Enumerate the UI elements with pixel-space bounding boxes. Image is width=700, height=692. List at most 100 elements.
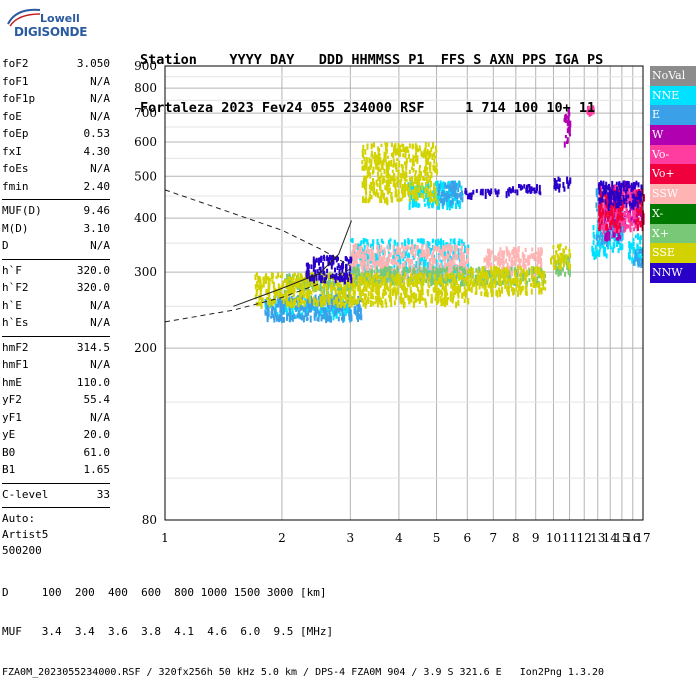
echo-point [630,185,632,192]
param-value: 110.0 [77,376,110,389]
station-header: Station YYYY DAY DDD HHMMSS P1 FFS S AXN… [140,20,603,132]
echo-point [409,182,411,187]
echo-point [360,295,362,298]
echo-point [387,170,389,176]
echo-point [414,280,416,287]
echo-point [417,239,419,243]
echo-point [343,314,345,320]
echo-point [618,182,620,186]
echo-point [467,270,469,274]
echo-point [490,267,492,273]
echo-point [616,244,618,247]
echo-point [637,234,639,240]
echo-point [621,183,623,189]
echo-point [550,258,552,265]
echo-point [313,287,315,292]
param-label: M(D) [2,222,29,235]
echo-point [459,200,461,205]
info-line: 500200 [2,544,110,560]
echo-point [461,273,463,279]
echo-point [616,204,618,209]
echo-point [293,314,295,320]
echo-point [497,271,499,276]
echo-point [405,147,407,153]
echo-point [287,279,289,284]
param-value: 320.0 [77,281,110,294]
echo-point [517,291,519,297]
echo-point [425,246,427,251]
echo-point [520,267,522,271]
echo-point [564,141,566,147]
y-tick-label: 500 [134,169,157,183]
echo-point [409,143,411,148]
echo-point [558,186,560,192]
separator [2,199,110,200]
echo-point [371,151,373,155]
echo-point [500,281,502,287]
echo-point [289,312,291,318]
echo-point [298,314,300,318]
header-labels: Station YYYY DAY DDD HHMMSS P1 FFS S AXN… [140,52,603,68]
echo-point [599,225,601,231]
echo-point [452,299,454,304]
echo-point [405,154,407,159]
echo-point [444,182,446,188]
trace-dashed_upper [165,190,350,266]
echo-point [515,260,517,264]
echo-point [381,192,383,198]
echo-point [378,167,380,172]
echo-point [441,268,443,272]
echo-point [560,258,562,264]
x-tick-label: 4 [395,531,403,545]
echo-point [397,267,399,273]
echo-point [535,277,537,281]
echo-point [616,221,618,228]
echo-point [536,267,538,274]
legend-item: NoVal [650,66,696,86]
echo-point [417,179,419,185]
echo-point [353,257,355,261]
echo-point [525,248,527,252]
echo-point [321,296,323,300]
echo-point [339,265,341,270]
echo-point [499,290,501,297]
echo-point [628,252,630,259]
echo-point [419,296,421,303]
echo-point [531,276,533,282]
param-value: 3.10 [84,222,111,235]
echo-point [606,224,608,231]
echo-point [298,302,300,307]
echo-point [272,306,274,310]
echo-point [437,298,439,304]
echo-point [342,302,344,306]
echo-point [401,285,403,288]
echo-point [416,284,418,288]
echo-point [367,199,369,204]
echo-point [269,298,271,304]
echo-point [336,273,338,280]
echo-point [528,278,530,282]
echo-point [463,254,465,260]
echo-point [395,149,397,153]
echo-point [277,299,279,303]
echo-point [298,310,300,314]
echo-point [344,277,346,284]
echo-point [378,151,380,156]
echo-point [366,281,368,285]
echo-point [420,253,422,257]
echo-point [362,258,364,261]
echo-point [425,251,427,255]
echo-point [366,160,368,166]
echo-point [382,166,384,170]
echo-point [562,267,564,271]
echo-point [370,300,372,307]
echo-point [313,265,315,272]
echo-point [454,274,456,278]
echo-point [638,182,640,187]
echo-point [596,192,598,197]
echo-point [396,158,398,161]
echo-point [386,165,388,171]
echo-point [439,268,441,274]
echo-point [403,289,405,295]
echo-point [354,283,356,290]
